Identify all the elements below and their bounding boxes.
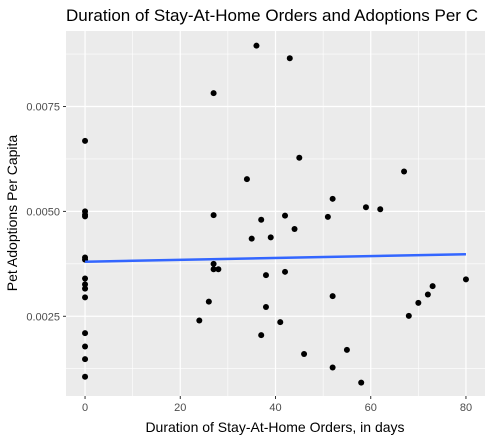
data-point — [401, 168, 408, 175]
data-point — [405, 312, 412, 319]
x-axis-label: Duration of Stay-At-Home Orders, in days — [145, 419, 404, 435]
y-tick-label: 0.0025 — [26, 311, 60, 323]
y-tick-label: 0.0050 — [26, 206, 60, 218]
data-point — [82, 343, 89, 350]
data-point — [82, 137, 89, 144]
x-tick-label: 20 — [174, 402, 186, 414]
data-point — [82, 356, 89, 363]
chart-title: Duration of Stay-At-Home Orders and Adop… — [66, 6, 478, 25]
data-point — [282, 212, 289, 219]
data-point — [82, 213, 89, 220]
data-point — [253, 42, 260, 49]
data-point — [258, 216, 265, 223]
data-point — [296, 154, 303, 161]
data-point — [462, 276, 469, 283]
data-point — [243, 176, 250, 183]
data-point — [377, 206, 384, 213]
data-point — [277, 319, 284, 326]
x-tick-label: 40 — [269, 402, 281, 414]
data-point — [429, 283, 436, 290]
major-grid — [66, 31, 485, 396]
y-tick-label: 0.0075 — [26, 102, 60, 114]
data-point — [262, 272, 269, 279]
data-point — [82, 275, 89, 282]
data-point — [329, 364, 336, 371]
data-point — [343, 346, 350, 353]
data-point — [82, 294, 89, 301]
data-points — [82, 42, 469, 386]
data-point — [329, 293, 336, 300]
data-point — [210, 266, 217, 273]
data-point — [262, 304, 269, 311]
data-point — [205, 298, 212, 305]
data-point — [215, 266, 222, 273]
data-point — [362, 204, 369, 211]
data-point — [282, 268, 289, 275]
data-point — [358, 379, 365, 386]
data-point — [291, 226, 298, 233]
data-point — [329, 195, 336, 202]
regression-line — [85, 252, 466, 263]
x-tick-label: 0 — [82, 402, 88, 414]
y-axis-label: Pet Adoptions Per Capita — [4, 135, 20, 292]
x-axis-ticks: 0 20 40 60 80 — [82, 396, 472, 414]
y-axis-ticks: 0.0025 0.0050 0.0075 — [26, 102, 66, 323]
data-point — [324, 213, 331, 220]
data-point — [82, 330, 89, 337]
data-point — [82, 285, 89, 292]
data-point — [210, 260, 217, 267]
data-point — [267, 234, 274, 241]
data-point — [210, 212, 217, 219]
data-point — [415, 299, 422, 306]
data-point — [82, 281, 89, 288]
data-point — [258, 332, 265, 339]
data-point — [424, 291, 431, 298]
data-point — [210, 90, 217, 97]
data-point — [301, 351, 308, 358]
x-tick-label: 80 — [460, 402, 472, 414]
data-point — [82, 373, 89, 380]
x-tick-label: 60 — [365, 402, 377, 414]
data-point — [248, 235, 255, 242]
data-point — [286, 55, 293, 62]
data-point — [196, 317, 203, 324]
